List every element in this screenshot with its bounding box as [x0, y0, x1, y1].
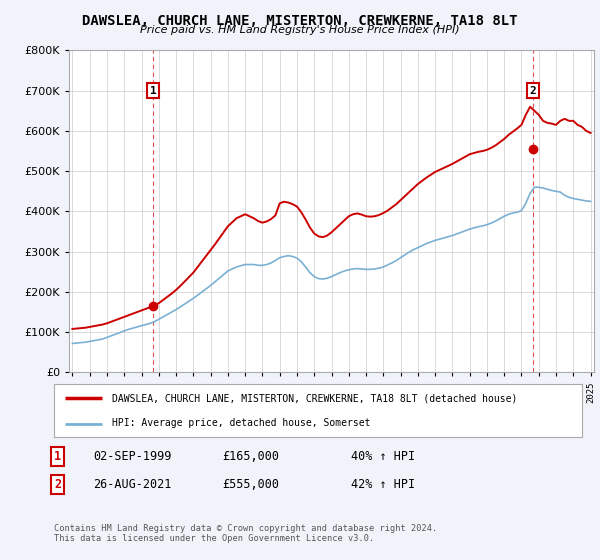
Text: 2: 2 [529, 86, 536, 96]
Text: 1: 1 [54, 450, 61, 463]
Text: 2: 2 [54, 478, 61, 491]
Text: £165,000: £165,000 [222, 450, 279, 463]
Text: HPI: Average price, detached house, Somerset: HPI: Average price, detached house, Some… [112, 418, 371, 428]
Text: 02-SEP-1999: 02-SEP-1999 [93, 450, 172, 463]
Text: Price paid vs. HM Land Registry's House Price Index (HPI): Price paid vs. HM Land Registry's House … [140, 25, 460, 35]
Text: 40% ↑ HPI: 40% ↑ HPI [351, 450, 415, 463]
Text: 26-AUG-2021: 26-AUG-2021 [93, 478, 172, 491]
Text: DAWSLEA, CHURCH LANE, MISTERTON, CREWKERNE, TA18 8LT: DAWSLEA, CHURCH LANE, MISTERTON, CREWKER… [82, 14, 518, 28]
Text: Contains HM Land Registry data © Crown copyright and database right 2024.
This d: Contains HM Land Registry data © Crown c… [54, 524, 437, 543]
Text: 42% ↑ HPI: 42% ↑ HPI [351, 478, 415, 491]
Text: 1: 1 [150, 86, 157, 96]
Text: DAWSLEA, CHURCH LANE, MISTERTON, CREWKERNE, TA18 8LT (detached house): DAWSLEA, CHURCH LANE, MISTERTON, CREWKER… [112, 394, 517, 404]
Text: £555,000: £555,000 [222, 478, 279, 491]
